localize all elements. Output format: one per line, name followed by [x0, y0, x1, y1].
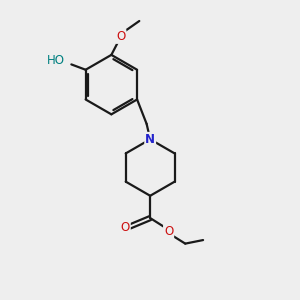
Text: O: O: [116, 30, 125, 43]
Text: HO: HO: [47, 54, 65, 67]
Text: N: N: [145, 133, 155, 146]
Text: O: O: [121, 221, 130, 234]
Text: O: O: [164, 225, 173, 238]
